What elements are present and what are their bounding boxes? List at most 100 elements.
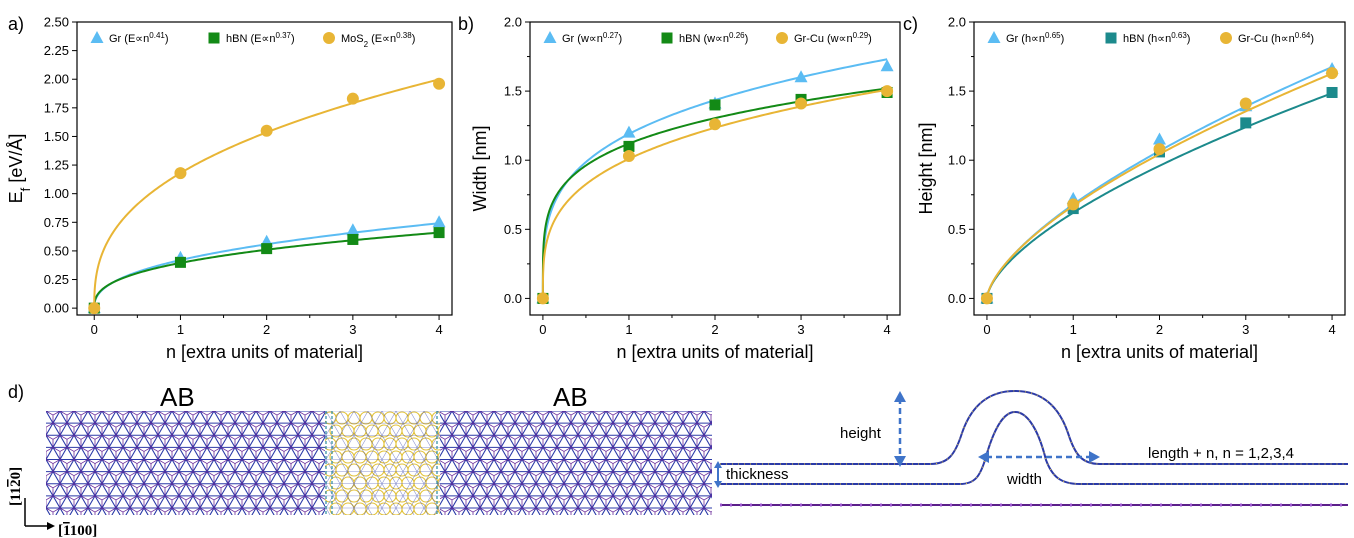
fit-curve: [985, 72, 1333, 299]
width-arrow-tail: [1089, 451, 1100, 463]
plot-frame: [76, 21, 453, 316]
width-arrow-head: [978, 451, 989, 463]
data-point: [1067, 198, 1080, 211]
fit-curve: [985, 92, 1333, 299]
data-point: [346, 223, 360, 236]
data-point: [880, 59, 894, 72]
series-0: [87, 215, 446, 314]
panel-d-diagram: d) AB AB [1120] [1100] height thickn: [8, 382, 1348, 538]
series-2: [980, 67, 1339, 305]
y-tick-label: 0.5: [948, 222, 966, 237]
legend-entry: Gr (w∝n0.27): [562, 31, 622, 46]
x-tick-label: 2: [1156, 322, 1163, 337]
y-tick-label: 2.25: [44, 43, 69, 58]
y-tick-label: 1.5: [504, 84, 522, 99]
y-tick-label: 1.0: [948, 153, 966, 168]
legend-marker: [776, 32, 788, 44]
data-point: [261, 243, 273, 255]
y-tick-label: 0.00: [44, 301, 69, 316]
x-tick-label: 1: [177, 322, 184, 337]
legend-entry: MoS2 (E∝n0.38): [341, 31, 415, 49]
panel-letter: b): [458, 14, 474, 34]
legend-entry: Gr (E∝n0.41): [109, 31, 169, 46]
x-tick-label: 4: [1328, 322, 1335, 337]
legend-entry: hBN (w∝n0.26): [679, 31, 748, 46]
x-tick-label: 2: [263, 322, 270, 337]
data-point: [622, 125, 636, 138]
height-arrow-tail: [894, 456, 906, 467]
lattice-image: [46, 411, 712, 515]
legend-entry: Gr-Cu (w∝n0.29): [794, 31, 872, 46]
ripple-schematic: [714, 389, 1348, 507]
legend-entry: Gr-Cu (h∝n0.64): [1238, 31, 1314, 46]
fit-curve: [541, 88, 888, 299]
data-point: [174, 256, 186, 268]
data-point: [433, 77, 446, 90]
legend-marker: [1105, 32, 1117, 44]
y-tick-label: 1.25: [44, 158, 69, 173]
data-point: [980, 292, 993, 305]
series-2: [88, 77, 446, 315]
legend-entry: hBN (E∝n0.37): [226, 31, 295, 46]
x-tick-label: 4: [883, 322, 890, 337]
y-tick-label: 0.0: [948, 291, 966, 306]
height-arrow-head: [894, 391, 906, 402]
legend-marker: [987, 31, 1001, 43]
legend-marker: [90, 31, 104, 43]
length-label: length + n, n = 1,2,3,4: [1148, 445, 1294, 462]
top-chain: [720, 389, 1348, 465]
fit-curve: [541, 87, 888, 299]
stacking-label-right: AB: [553, 382, 588, 412]
data-point: [709, 99, 721, 111]
legend-entry: Gr (h∝n0.65): [1006, 31, 1064, 46]
fit-curve: [93, 78, 440, 309]
x-tick-label: 3: [1242, 322, 1249, 337]
data-point: [174, 167, 187, 180]
x-axis-title: n [extra units of material]: [166, 342, 363, 362]
x-tick-label: 4: [435, 322, 442, 337]
y-tick-label: 2.0: [504, 15, 522, 30]
legend: Gr (E∝n0.41) hBN (E∝n0.37) MoS2 (E∝n0.38): [90, 31, 415, 49]
data-point: [346, 92, 359, 105]
y-tick-label: 1.00: [44, 186, 69, 201]
legend: Gr (w∝n0.27) hBN (w∝n0.26) Gr-Cu (w∝n0.29): [543, 31, 872, 46]
y-tick-label: 0.25: [44, 272, 69, 287]
chart-panel-c: c) 0 1 2 3 4 0.0 0.5 1.0 1.5 2.0 n [extra units of …: [903, 14, 1346, 362]
y-tick-label: 1.50: [44, 129, 69, 144]
data-point: [794, 70, 808, 83]
plot-frame: [973, 21, 1346, 316]
thickness-label: thickness: [726, 466, 789, 483]
fit-curve: [541, 58, 888, 299]
data-point: [536, 292, 549, 305]
thickness-arrow-tail: [714, 481, 722, 488]
panel-letter-d: d): [8, 382, 24, 402]
data-point: [1240, 117, 1252, 129]
fit-curve: [985, 66, 1333, 299]
x-axis-title: n [extra units of material]: [1061, 342, 1258, 362]
series-1: [981, 86, 1338, 304]
y-tick-label: 2.0: [948, 15, 966, 30]
data-point: [432, 215, 446, 228]
y-tick-label: 1.5: [948, 84, 966, 99]
data-point: [347, 233, 359, 245]
data-point: [709, 118, 721, 131]
y-tick-label: 0.5: [504, 222, 522, 237]
width-label: width: [1006, 471, 1042, 488]
data-point: [1326, 86, 1338, 98]
legend-marker: [1220, 32, 1232, 44]
y-tick-label: 0.75: [44, 215, 69, 230]
x-axis-title: n [extra units of material]: [616, 342, 813, 362]
panel-letter: a): [8, 14, 24, 34]
legend-marker: [661, 32, 673, 44]
chart-panel-a: a) 0 1 2 3 4 0.00 0.25 0.50 0.75 1.00 1.25 1.50 1.75 2…: [6, 14, 453, 362]
legend-marker: [208, 32, 220, 44]
direction-axes: [1120] [1100]: [8, 467, 97, 538]
thickness-arrow-head: [714, 461, 722, 468]
height-label: height: [840, 425, 882, 442]
data-point: [1239, 97, 1252, 110]
y-tick-label: 1.75: [44, 100, 69, 115]
direction-label-vertical: [1120]: [8, 467, 24, 506]
legend-marker: [323, 32, 335, 44]
y-axis-title: Width [nm]: [470, 125, 490, 211]
